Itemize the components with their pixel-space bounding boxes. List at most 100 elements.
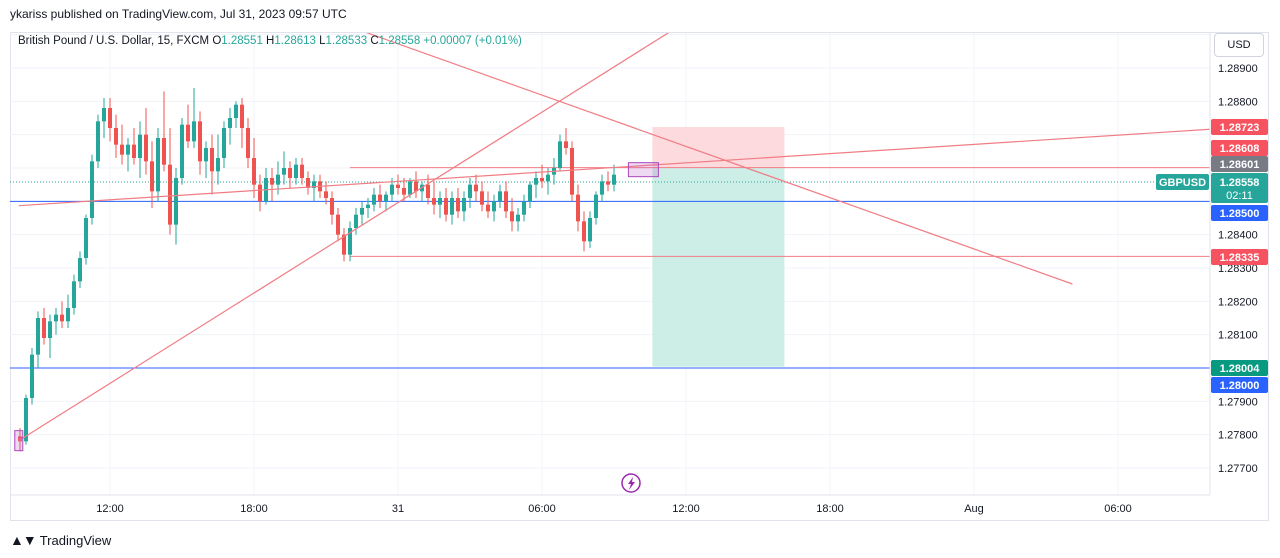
candle bbox=[270, 168, 274, 202]
candle-body bbox=[366, 204, 370, 208]
stop-loss-zone bbox=[652, 127, 785, 168]
candle-body bbox=[138, 134, 142, 158]
candle-body bbox=[48, 321, 52, 338]
price-axis-label-text: 1.28608 bbox=[1220, 143, 1260, 155]
candle bbox=[240, 98, 244, 148]
candle bbox=[300, 158, 304, 185]
candle-body bbox=[186, 124, 190, 142]
currency-button[interactable]: USD bbox=[1214, 33, 1264, 57]
candle-body bbox=[258, 184, 262, 202]
candle bbox=[492, 194, 496, 222]
x-tick-label: 18:00 bbox=[240, 503, 268, 515]
brand-name: TradingView bbox=[39, 532, 112, 548]
plot-area bbox=[10, 33, 1210, 495]
candle-body bbox=[564, 141, 568, 148]
candle bbox=[438, 191, 442, 218]
candle-body bbox=[204, 148, 208, 162]
candle bbox=[402, 178, 406, 202]
candle bbox=[378, 184, 382, 208]
candle-body bbox=[300, 164, 304, 178]
candle bbox=[120, 124, 124, 165]
low-label: L bbox=[319, 35, 326, 47]
candle-body bbox=[336, 214, 340, 235]
candle bbox=[348, 221, 352, 262]
close-label: C bbox=[370, 35, 379, 47]
x-tick-label: 12:00 bbox=[96, 503, 124, 515]
chart-frame bbox=[10, 32, 1269, 521]
candle-body bbox=[240, 104, 244, 128]
candle bbox=[186, 104, 190, 148]
candle-body bbox=[570, 148, 574, 195]
candle bbox=[468, 178, 472, 208]
candle bbox=[204, 141, 208, 178]
publisher-line: ykariss published on TradingView.com, Ju… bbox=[10, 7, 347, 21]
footer-brand: ▲▼ TradingView bbox=[10, 532, 111, 548]
price-axis-label-text: 1.28723 bbox=[1220, 122, 1260, 134]
candle bbox=[258, 174, 262, 212]
candle-body bbox=[210, 148, 214, 172]
symbol-title[interactable]: British Pound / U.S. Dollar, 15, FXCM bbox=[18, 35, 210, 47]
candle bbox=[312, 174, 316, 202]
candle bbox=[234, 101, 238, 128]
candle-body bbox=[102, 108, 106, 122]
candle-body bbox=[72, 281, 76, 308]
price-axis-label: 1.28004 bbox=[1211, 360, 1268, 376]
price-axis-label-text: 1.28500 bbox=[1220, 208, 1260, 220]
candle-body bbox=[270, 178, 274, 185]
candle-body bbox=[432, 198, 436, 205]
candle bbox=[180, 118, 184, 185]
candle-body bbox=[348, 228, 352, 255]
price-axis-label: 1.28601 bbox=[1211, 156, 1268, 172]
candle-body bbox=[414, 181, 418, 192]
candle-body bbox=[198, 121, 202, 162]
candle bbox=[546, 168, 550, 195]
candle bbox=[600, 174, 604, 202]
candle-body bbox=[600, 181, 604, 195]
candle bbox=[510, 198, 514, 232]
symbol-tag-bg bbox=[1156, 174, 1209, 190]
candle-body bbox=[408, 181, 412, 195]
x-tick-label: 31 bbox=[392, 503, 404, 515]
candle-body bbox=[36, 318, 40, 355]
candle-body bbox=[534, 178, 538, 185]
candle-body bbox=[90, 161, 94, 218]
price-axis-label-text: 1.28000 bbox=[1220, 380, 1260, 392]
candle-body bbox=[144, 134, 148, 162]
trend-line bbox=[365, 33, 1073, 285]
candle bbox=[432, 181, 436, 215]
high-value: 1.28613 bbox=[274, 35, 316, 47]
y-tick-label: 1.28100 bbox=[1218, 330, 1258, 342]
candle-body bbox=[234, 104, 238, 118]
candle-body bbox=[378, 194, 382, 202]
candle-body bbox=[450, 198, 454, 215]
candle bbox=[168, 128, 172, 235]
candle bbox=[72, 274, 76, 315]
candle-body bbox=[456, 198, 460, 212]
candle bbox=[126, 138, 130, 172]
candle-body bbox=[246, 128, 250, 158]
price-axis-label: 1.28335 bbox=[1211, 249, 1268, 265]
y-tick-label: 1.27900 bbox=[1218, 396, 1258, 408]
candle-body bbox=[18, 436, 22, 442]
candle bbox=[90, 154, 94, 225]
close-value: 1.28558 bbox=[378, 35, 421, 47]
candle bbox=[264, 168, 268, 205]
y-tick-label: 1.28900 bbox=[1218, 63, 1258, 75]
price-axis-label-text: 1.28335 bbox=[1220, 252, 1260, 264]
price-axis-label-bg bbox=[1211, 360, 1268, 376]
candle-body bbox=[30, 354, 34, 398]
candle bbox=[366, 198, 370, 218]
candle-body bbox=[312, 181, 316, 188]
candle bbox=[420, 181, 424, 202]
candle-body bbox=[342, 234, 346, 255]
candle-body bbox=[558, 141, 562, 168]
candle-body bbox=[396, 184, 400, 188]
y-tick-label: 1.28200 bbox=[1218, 296, 1258, 308]
candle-body bbox=[180, 124, 184, 178]
trend-line bbox=[18, 128, 1210, 207]
candle bbox=[48, 314, 52, 358]
candle-body bbox=[96, 121, 100, 162]
price-axis-label: 1.28500 bbox=[1211, 205, 1268, 221]
candle bbox=[36, 311, 40, 368]
